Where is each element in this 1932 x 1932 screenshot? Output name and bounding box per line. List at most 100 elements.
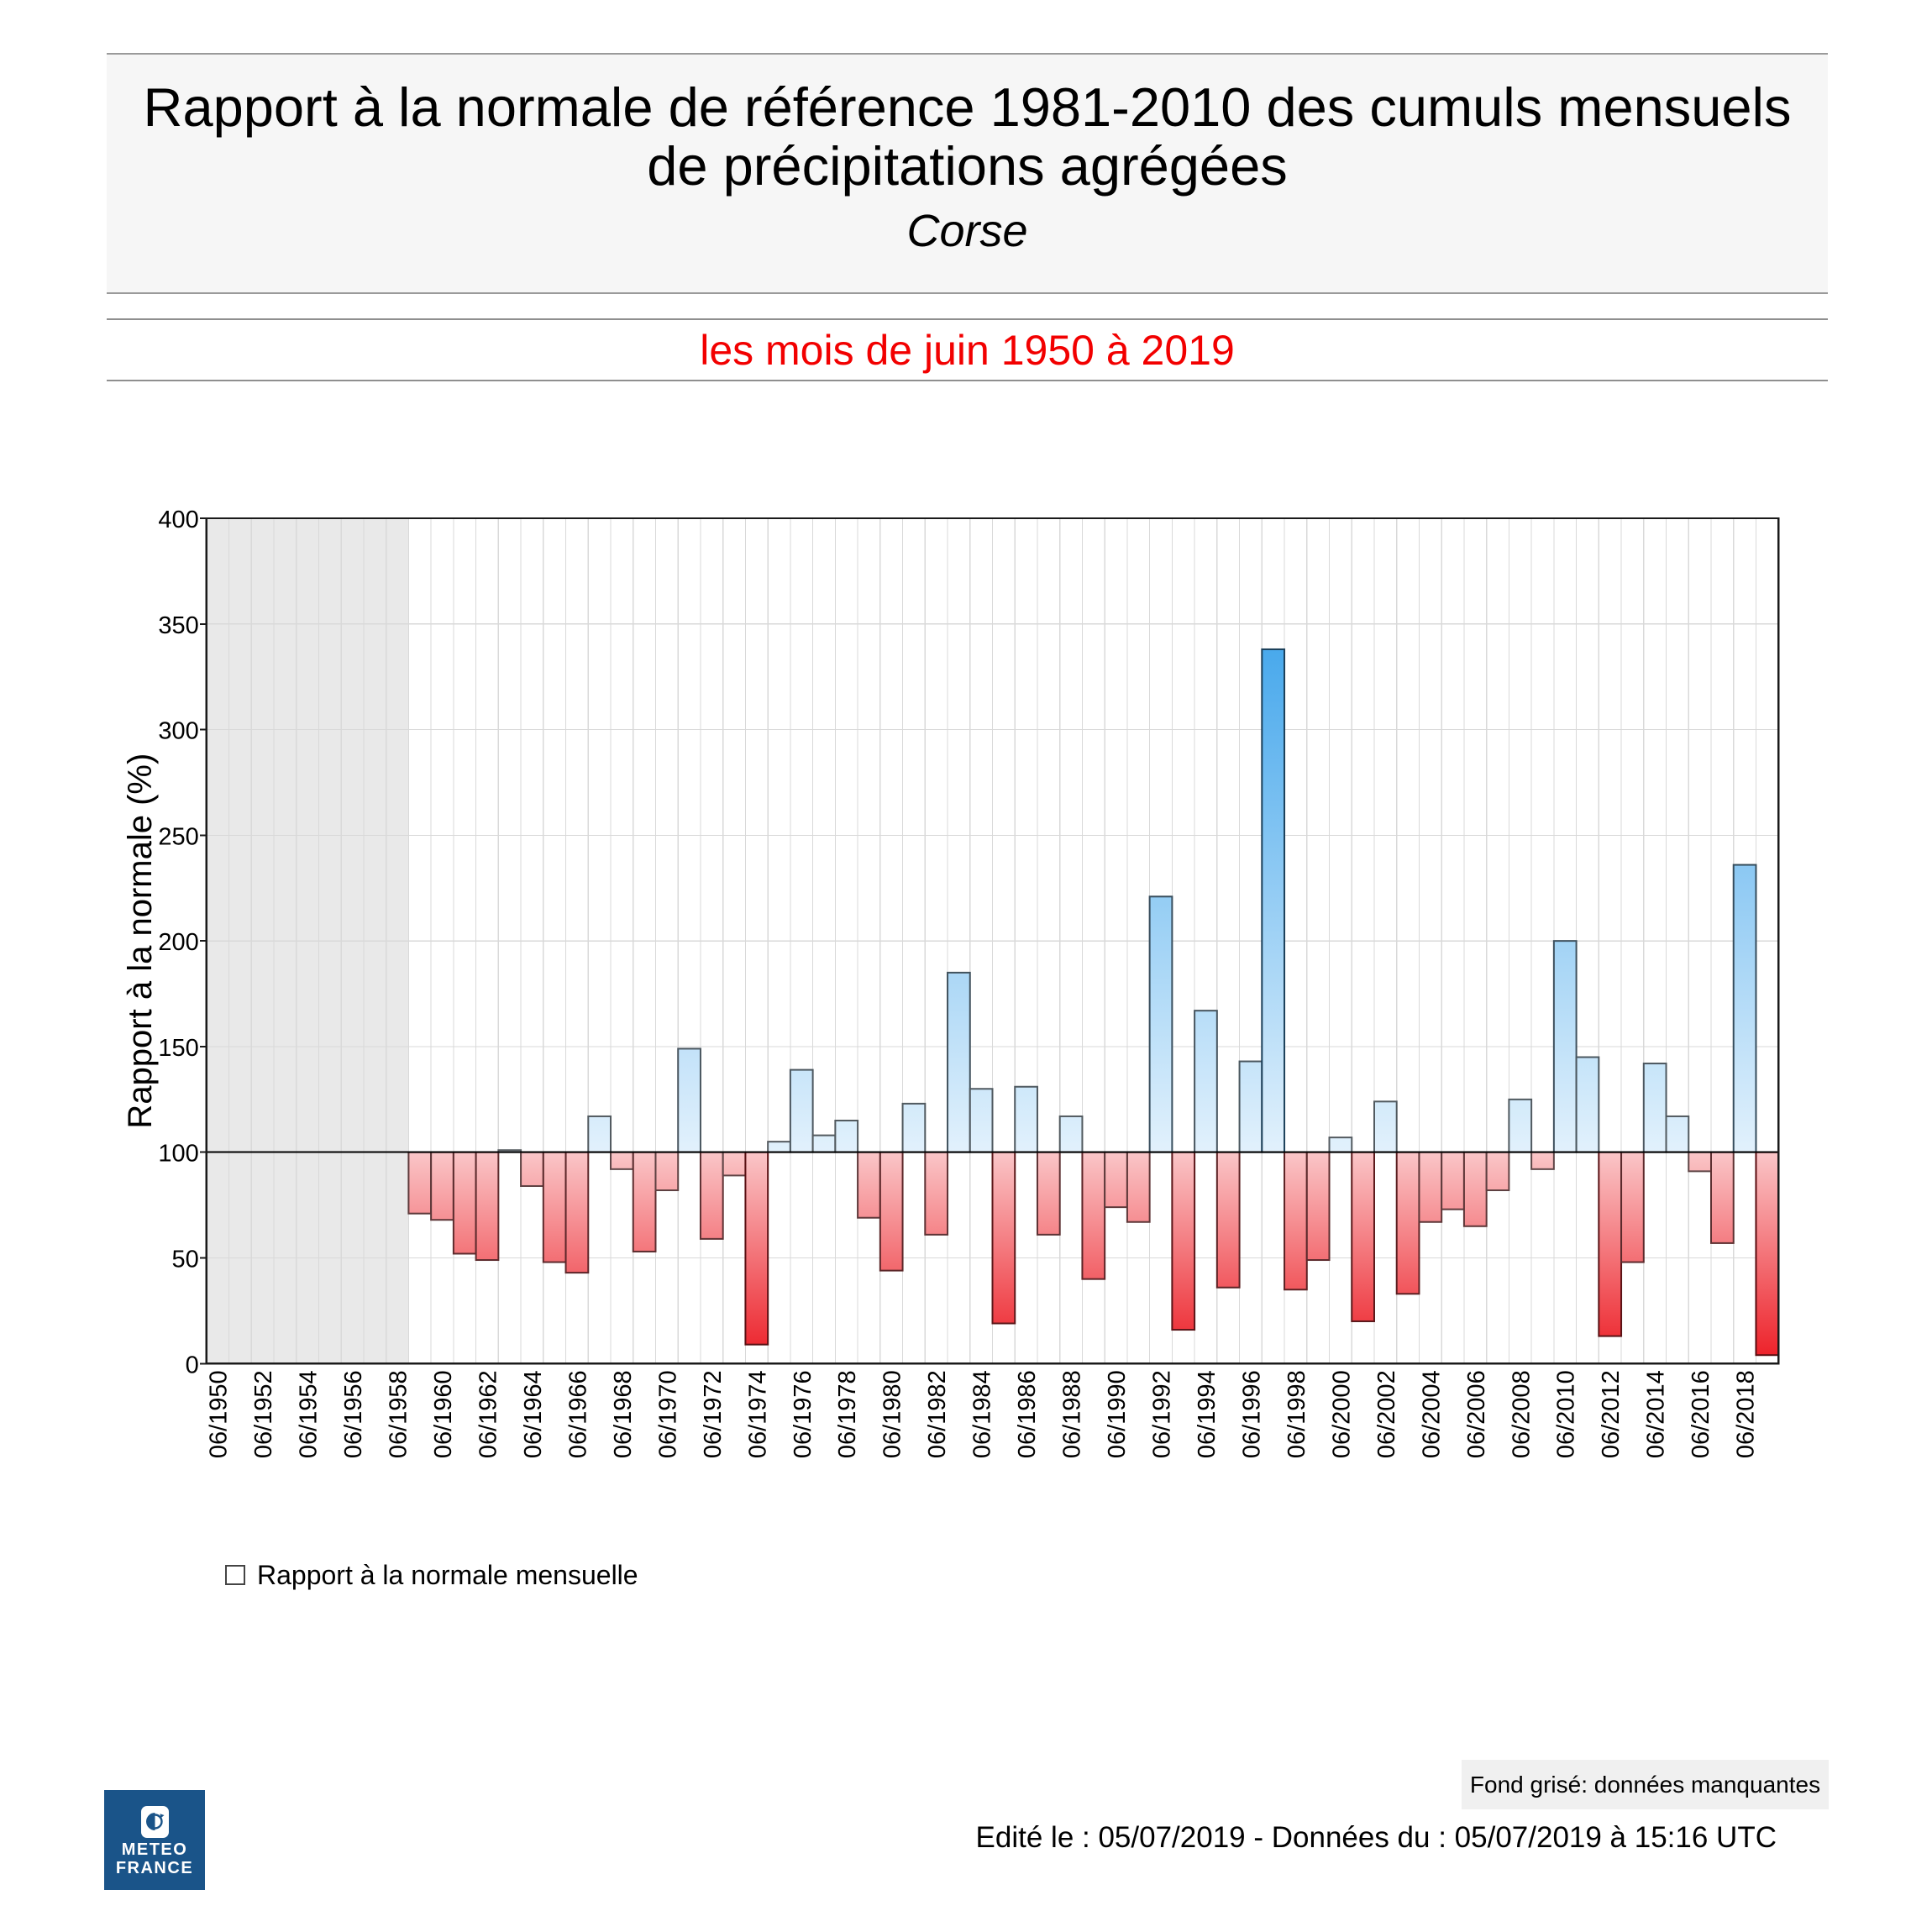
bar-1961: [452, 1151, 477, 1255]
bar-2009: [1530, 1151, 1555, 1170]
y-axis-ticks: 0 50 100 150 200 250 300 350 400: [158, 507, 207, 1378]
bar-1983: [947, 971, 971, 1153]
bar-2018: [1732, 864, 1757, 1153]
x-tick-label-06/1994: 06/1994: [1194, 1370, 1221, 1458]
x-tick-label-06/1950: 06/1950: [206, 1370, 233, 1458]
y-tick-label-400: 400: [158, 507, 198, 533]
bar-1984: [969, 1088, 994, 1153]
missing-data-note-box: Fond grisé: données manquantes: [1462, 1760, 1829, 1809]
x-tick-label-06/1982: 06/1982: [924, 1370, 951, 1458]
bar-1997: [1261, 648, 1286, 1153]
bar-1969: [632, 1151, 657, 1252]
bar-1979: [857, 1151, 881, 1219]
y-tick-label-250: 250: [158, 823, 198, 850]
header-box: Rapport à la normale de référence 1981-2…: [107, 53, 1828, 294]
x-tick-label-06/1956: 06/1956: [340, 1370, 367, 1458]
x-tick-label-06/2012: 06/2012: [1598, 1370, 1625, 1458]
legend-key-square: [225, 1565, 245, 1585]
x-tick-label-06/1958: 06/1958: [386, 1370, 412, 1458]
meteo-france-logo: METEO FRANCE: [104, 1790, 205, 1890]
bar-1964: [520, 1151, 544, 1187]
bar-2002: [1373, 1100, 1398, 1153]
bar-1987: [1036, 1151, 1061, 1236]
bar-1968: [610, 1151, 634, 1170]
x-tick-label-06/1974: 06/1974: [744, 1370, 771, 1458]
x-axis-labels: 06/1950 06/1952 06/1954 06/1956 06/1958 06/19…: [206, 1370, 1760, 1458]
y-tick-label-300: 300: [158, 718, 198, 745]
bar-2010: [1552, 940, 1578, 1153]
bar-2011: [1575, 1056, 1600, 1153]
y-tick-label-0: 0: [186, 1352, 199, 1378]
bar-1985: [991, 1151, 1016, 1325]
bar-2008: [1508, 1098, 1533, 1153]
bar-1975: [767, 1141, 791, 1153]
bar-2019: [1755, 1151, 1780, 1357]
bar-2005: [1441, 1151, 1465, 1210]
x-tick-label-06/1960: 06/1960: [430, 1370, 457, 1458]
x-tick-label-06/1968: 06/1968: [610, 1370, 637, 1458]
bar-2017: [1709, 1151, 1735, 1244]
x-tick-label-06/2002: 06/2002: [1373, 1370, 1400, 1458]
bar-1962: [475, 1151, 500, 1262]
missing-data-note: Fond grisé: données manquantes: [1469, 1771, 1821, 1798]
bar-1960: [430, 1151, 454, 1221]
bar-2000: [1328, 1137, 1353, 1153]
bar-2003: [1395, 1151, 1420, 1295]
separator-line-bottom: [107, 380, 1828, 381]
x-tick-label-06/2008: 06/2008: [1508, 1370, 1535, 1458]
bar-1988: [1058, 1115, 1084, 1153]
y-tick-label-100: 100: [158, 1141, 198, 1168]
x-tick-label-06/2004: 06/2004: [1418, 1370, 1445, 1458]
bar-1966: [564, 1151, 590, 1274]
bar-1959: [407, 1151, 433, 1215]
y-tick-label-50: 50: [172, 1247, 199, 1273]
x-tick-label-06/1990: 06/1990: [1104, 1370, 1131, 1458]
y-tick-label-200: 200: [158, 929, 198, 956]
bar-1970: [654, 1151, 680, 1192]
meteo-france-emblem-icon: [141, 1806, 169, 1838]
bar-1978: [834, 1119, 859, 1153]
legend: Rapport à la normale mensuelle: [225, 1562, 638, 1588]
x-tick-label-06/1966: 06/1966: [564, 1370, 591, 1458]
chart-region: Corse: [906, 206, 1028, 256]
bar-1973: [722, 1151, 747, 1177]
bar-1974: [744, 1151, 769, 1346]
x-tick-label-06/2018: 06/2018: [1733, 1370, 1760, 1458]
x-tick-label-06/2016: 06/2016: [1688, 1370, 1714, 1458]
x-tick-label-06/2014: 06/2014: [1643, 1370, 1670, 1458]
bar-1982: [924, 1151, 949, 1236]
x-tick-label-06/1988: 06/1988: [1059, 1370, 1086, 1458]
chart-title-line2: de précipitations agrégées: [647, 135, 1288, 197]
bar-2004: [1418, 1151, 1443, 1223]
bar-2006: [1462, 1151, 1488, 1227]
bar-1990: [1104, 1151, 1128, 1209]
x-tick-label-06/1962: 06/1962: [475, 1370, 501, 1458]
bar-1989: [1081, 1151, 1106, 1280]
edited-timestamp: Edité le : 05/07/2019 - Données du : 05/…: [975, 1821, 1777, 1854]
chart-title-line1: Rapport à la normale de référence 1981-2…: [143, 76, 1792, 138]
x-tick-label-06/1992: 06/1992: [1149, 1370, 1176, 1458]
bar-1996: [1238, 1060, 1263, 1153]
x-tick-label-06/1970: 06/1970: [654, 1370, 681, 1458]
bar-2007: [1485, 1151, 1510, 1192]
x-tick-label-06/1980: 06/1980: [879, 1370, 906, 1458]
bar-1972: [699, 1151, 724, 1240]
y-axis-title: Rapport à la normale (%): [122, 753, 159, 1129]
logo-text-meteo: METEO: [121, 1840, 188, 1859]
x-tick-label-06/1976: 06/1976: [790, 1370, 816, 1458]
x-tick-label-06/1986: 06/1986: [1014, 1370, 1041, 1458]
bar-1991: [1126, 1151, 1151, 1223]
bar-1980: [879, 1151, 904, 1272]
bar-2001: [1351, 1151, 1375, 1322]
x-tick-label-06/1984: 06/1984: [969, 1370, 996, 1458]
bars: [407, 648, 1780, 1357]
bar-2015: [1665, 1115, 1690, 1153]
bar-2013: [1620, 1151, 1645, 1263]
bar-1999: [1305, 1151, 1331, 1262]
y-tick-label-150: 150: [158, 1035, 198, 1062]
x-tick-label-06/1972: 06/1972: [700, 1370, 727, 1458]
bar-2012: [1598, 1151, 1623, 1337]
x-tick-label-06/2006: 06/2006: [1463, 1370, 1490, 1458]
bar-1971: [677, 1047, 701, 1153]
